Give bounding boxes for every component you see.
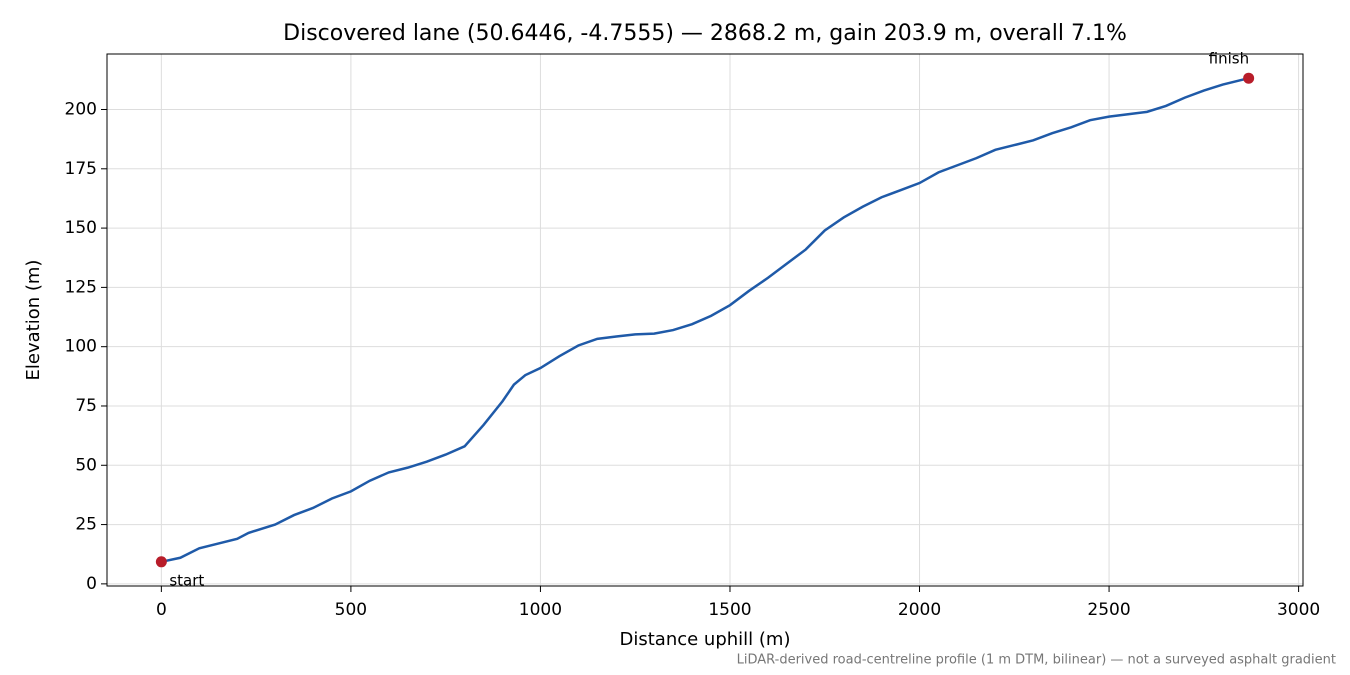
x-tick-label: 3000 (1277, 600, 1320, 620)
x-tick-label: 2500 (1087, 600, 1130, 620)
y-tick-label: 100 (65, 337, 97, 357)
annotation: finish (1209, 50, 1249, 68)
y-tick-label: 175 (65, 159, 97, 179)
line (161, 76, 1249, 564)
y-tick-label: 200 (65, 100, 97, 120)
plot-frame (106, 53, 1304, 587)
y-tick-label: 25 (75, 515, 97, 535)
x-tick-label: 1000 (519, 600, 562, 620)
chart-title: Discovered lane (50.6446, -4.7555) — 286… (283, 21, 1127, 46)
x-axis-label: Distance uphill (m) (620, 629, 791, 650)
x-tick-label: 0 (156, 600, 167, 620)
footnote: LiDAR-derived road-centreline profile (1… (737, 653, 1336, 668)
y-tick-label: 0 (86, 574, 97, 594)
x-tick-label: 1500 (708, 600, 751, 620)
endpoint-marker (1243, 72, 1255, 84)
y-axis-label: Elevation (m) (23, 260, 44, 381)
y-tick-label: 50 (75, 455, 97, 475)
endpoint-marker (155, 556, 167, 568)
y-tick-label: 125 (65, 277, 97, 297)
x-tick-label: 500 (335, 600, 367, 620)
y-tick-label: 75 (75, 396, 97, 416)
x-tick-label: 2000 (898, 600, 941, 620)
annotation: start (169, 571, 204, 589)
y-tick-label: 150 (65, 218, 97, 238)
